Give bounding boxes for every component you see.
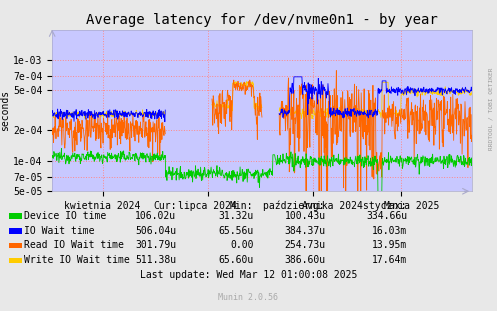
- Text: 386.60u: 386.60u: [284, 255, 326, 265]
- Title: Average latency for /dev/nvme0n1 - by year: Average latency for /dev/nvme0n1 - by ye…: [86, 13, 438, 27]
- Text: Munin 2.0.56: Munin 2.0.56: [219, 293, 278, 301]
- Text: Max:: Max:: [384, 201, 408, 211]
- Text: 17.64m: 17.64m: [372, 255, 408, 265]
- Text: 254.73u: 254.73u: [284, 240, 326, 250]
- Text: 65.60u: 65.60u: [218, 255, 253, 265]
- Text: 506.04u: 506.04u: [135, 226, 176, 236]
- Text: 106.02u: 106.02u: [135, 211, 176, 221]
- Text: 384.37u: 384.37u: [284, 226, 326, 236]
- Text: 511.38u: 511.38u: [135, 255, 176, 265]
- Text: 13.95m: 13.95m: [372, 240, 408, 250]
- Text: 31.32u: 31.32u: [218, 211, 253, 221]
- Text: 100.43u: 100.43u: [284, 211, 326, 221]
- Text: 65.56u: 65.56u: [218, 226, 253, 236]
- Text: Last update: Wed Mar 12 01:00:08 2025: Last update: Wed Mar 12 01:00:08 2025: [140, 270, 357, 280]
- Text: Cur:: Cur:: [153, 201, 176, 211]
- Text: IO Wait time: IO Wait time: [24, 226, 94, 236]
- Text: Read IO Wait time: Read IO Wait time: [24, 240, 124, 250]
- Text: 0.00: 0.00: [230, 240, 253, 250]
- Text: Write IO Wait time: Write IO Wait time: [24, 255, 130, 265]
- Text: 334.66u: 334.66u: [366, 211, 408, 221]
- Text: Device IO time: Device IO time: [24, 211, 106, 221]
- Text: Min:: Min:: [230, 201, 253, 211]
- Text: 301.79u: 301.79u: [135, 240, 176, 250]
- Text: Avg:: Avg:: [302, 201, 326, 211]
- Text: 16.03m: 16.03m: [372, 226, 408, 236]
- Text: RRDTOOL / TOBI OETIKER: RRDTOOL / TOBI OETIKER: [489, 67, 494, 150]
- Y-axis label: seconds: seconds: [0, 90, 10, 131]
